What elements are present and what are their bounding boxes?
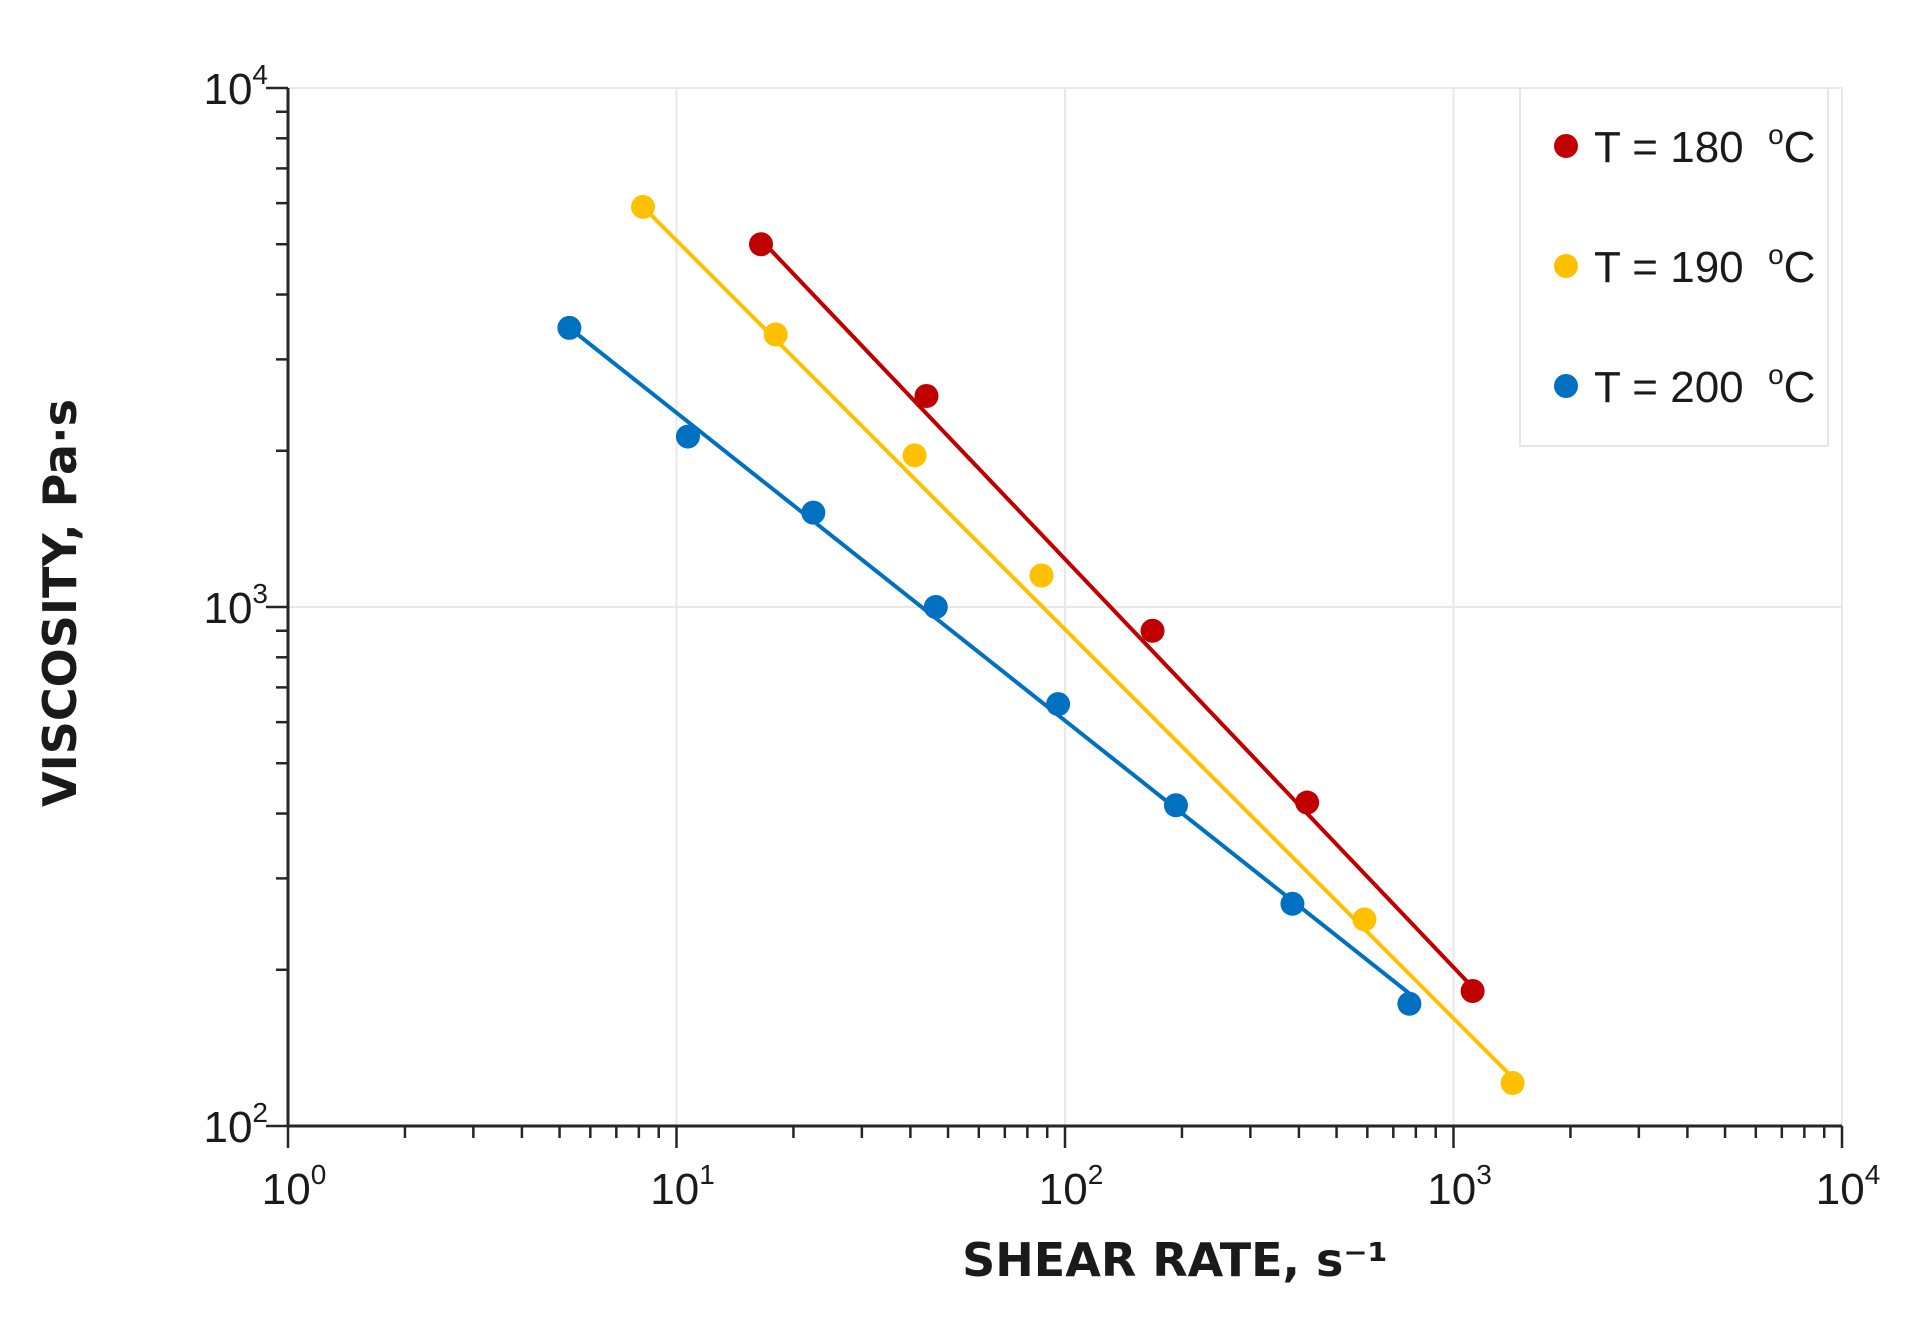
data-point-series-3 xyxy=(801,501,825,525)
data-point-series-1 xyxy=(914,384,938,408)
legend-label-name: T = 180 xyxy=(1594,123,1768,172)
data-point-series-3 xyxy=(1280,892,1304,916)
data-point-series-3 xyxy=(1164,793,1188,817)
data-point-series-1 xyxy=(749,232,773,256)
data-point-series-1 xyxy=(1461,979,1485,1003)
data-point-series-3 xyxy=(924,595,948,619)
tick-label-base: 10 xyxy=(203,1103,252,1152)
data-point-series-2 xyxy=(631,195,655,219)
data-point-series-2 xyxy=(903,443,927,467)
y-axis-title: VISCOSITY, Pa·s xyxy=(33,399,87,807)
data-point-series-2 xyxy=(1030,563,1054,587)
legend-degree-mark: o xyxy=(1768,239,1784,270)
legend-marker-series-1 xyxy=(1554,134,1578,158)
data-point-series-1 xyxy=(1295,791,1319,815)
tick-label-exponent: 4 xyxy=(252,59,268,90)
tick-label-base: 10 xyxy=(1039,1165,1088,1214)
data-point-series-2 xyxy=(1501,1071,1525,1095)
tick-label-base: 10 xyxy=(650,1165,699,1214)
legend-unit: C xyxy=(1784,123,1816,172)
data-point-series-2 xyxy=(764,323,788,347)
legend-label-name: T = 200 xyxy=(1594,363,1768,412)
data-point-series-2 xyxy=(1352,907,1376,931)
tick-label-base: 10 xyxy=(203,65,252,114)
legend-degree-mark: o xyxy=(1768,359,1784,390)
legend-marker-series-2 xyxy=(1554,254,1578,278)
tick-label-exponent: 1 xyxy=(699,1159,715,1190)
legend-label-name: T = 190 xyxy=(1594,243,1768,292)
data-point-series-3 xyxy=(1046,692,1070,716)
tick-label-base: 10 xyxy=(203,584,252,633)
legend: T = 180 oCT = 190 oCT = 200 oC xyxy=(1520,88,1828,446)
x-axis-title: SHEAR RATE, s⁻¹ xyxy=(962,1233,1388,1287)
legend-unit: C xyxy=(1784,363,1816,412)
tick-label-exponent: 4 xyxy=(1865,1159,1881,1190)
legend-unit: C xyxy=(1784,243,1816,292)
chart: 100 101 102 103 104 102103104 SHEAR RATE, s⁻… xyxy=(0,0,1908,1320)
tick-label-exponent: 3 xyxy=(252,578,268,609)
tick-label-exponent: 2 xyxy=(1088,1159,1104,1190)
legend-degree-mark: o xyxy=(1768,119,1784,150)
tick-label-exponent: 0 xyxy=(311,1159,327,1190)
data-point-series-1 xyxy=(1141,619,1165,643)
tick-label-base: 10 xyxy=(1816,1165,1865,1214)
data-point-series-3 xyxy=(676,425,700,449)
tick-label-exponent: 3 xyxy=(1476,1159,1492,1190)
legend-marker-series-3 xyxy=(1554,374,1578,398)
data-point-series-3 xyxy=(557,316,581,340)
tick-label-base: 10 xyxy=(1427,1165,1476,1214)
tick-label-base: 10 xyxy=(262,1165,311,1214)
data-point-series-3 xyxy=(1397,992,1421,1016)
tick-label-exponent: 2 xyxy=(252,1097,268,1128)
